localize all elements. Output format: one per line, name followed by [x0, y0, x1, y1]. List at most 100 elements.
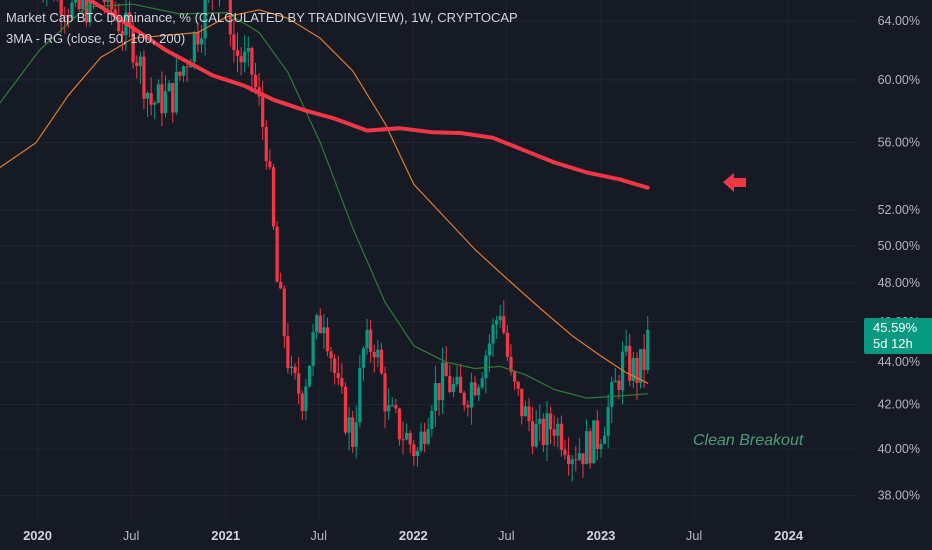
candle-body	[336, 372, 340, 379]
candle-body	[548, 413, 553, 430]
candle-body	[581, 453, 585, 465]
candle-body	[127, 12, 132, 27]
candle-body	[153, 102, 157, 105]
left-arrow-icon	[723, 173, 746, 192]
candle-body	[563, 449, 567, 456]
chart-title[interactable]: Market Cap BTC Dominance, % (CALCULATED …	[6, 10, 518, 25]
candle-body	[498, 316, 502, 321]
candle-body	[383, 373, 387, 412]
candle-body	[448, 376, 452, 393]
candle-body	[131, 26, 135, 63]
candles	[42, 0, 650, 482]
x-tick-label: 2023	[586, 528, 615, 543]
candle-body	[315, 315, 319, 332]
candle-body	[610, 382, 614, 407]
candle-body	[459, 376, 463, 393]
candle-body	[289, 366, 294, 369]
candle-body	[358, 367, 362, 423]
candle-body	[286, 336, 290, 369]
price-axis[interactable]: 64.00%60.00%56.00%52.00%50.00%48.00%46.0…	[878, 14, 920, 503]
candle-body	[462, 392, 466, 406]
candle-body	[376, 349, 380, 358]
candle-body	[264, 126, 268, 162]
candle-body	[469, 382, 474, 408]
candle-body	[59, 0, 63, 15]
candle-body	[160, 84, 164, 114]
y-tick-label: 48.00%	[878, 276, 920, 290]
x-tick-label: Jul	[498, 528, 515, 543]
candle-body	[426, 428, 430, 444]
candle-body	[430, 410, 434, 429]
candle-body	[347, 417, 351, 433]
candle-body	[602, 435, 607, 444]
candle-body	[423, 431, 427, 444]
candle-body	[433, 383, 438, 411]
candle-body	[415, 450, 420, 457]
candle-body	[167, 82, 171, 92]
candle-body	[279, 281, 283, 289]
candle-body	[304, 386, 308, 411]
candle-body	[527, 406, 531, 422]
y-tick-label: 52.00%	[878, 203, 920, 217]
candle-body	[149, 92, 153, 105]
candle-body	[437, 383, 441, 401]
candle-body	[66, 16, 70, 18]
candle-body	[239, 56, 243, 63]
candle-body	[588, 431, 592, 464]
candle-body	[343, 386, 348, 433]
candle-body	[329, 351, 333, 359]
candle-body	[512, 371, 517, 382]
y-tick-label: 44.00%	[878, 355, 920, 369]
candle-body	[63, 14, 67, 17]
candle-body	[509, 356, 513, 372]
candle-body	[361, 348, 366, 368]
x-tick-label: Jul	[123, 528, 140, 543]
candle-body	[145, 92, 150, 99]
x-tick-label: Jul	[686, 528, 703, 543]
candle-body	[135, 62, 139, 67]
candle-body	[441, 362, 445, 401]
candle-body	[70, 2, 74, 18]
candle-body	[77, 0, 81, 10]
bar-countdown: 5d 12h	[873, 336, 913, 351]
candle-body	[487, 343, 492, 356]
candle-body	[106, 0, 110, 3]
candle-body	[530, 421, 535, 447]
candle-body	[631, 357, 635, 381]
candle-body	[444, 362, 448, 377]
candle-body	[617, 380, 621, 391]
candle-body	[340, 378, 344, 387]
candle-body	[293, 366, 297, 374]
candle-body	[480, 378, 484, 388]
candle-body	[516, 381, 520, 389]
candle-body	[271, 167, 276, 227]
candle-body	[235, 50, 240, 57]
candle-body	[505, 332, 509, 357]
y-tick-label: 50.00%	[878, 239, 920, 253]
candle-body	[268, 161, 272, 168]
candle-body	[401, 439, 405, 441]
time-axis[interactable]: 2020 Jul 2021 Jul 2022 Jul 2023 Jul 2024	[23, 528, 804, 543]
candle-body	[185, 66, 189, 68]
candle-body	[297, 373, 301, 394]
candle-body	[387, 405, 391, 412]
candle-body	[397, 408, 402, 440]
candle-body	[405, 433, 409, 440]
candle-body	[477, 387, 481, 396]
candle-body	[311, 331, 315, 366]
candle-body	[484, 355, 488, 379]
candle-body	[88, 0, 92, 23]
candle-body	[379, 349, 384, 374]
ma-line-ma200	[86, 0, 650, 190]
candle-body	[365, 329, 369, 349]
candle-body	[196, 32, 200, 45]
candle-body	[624, 345, 628, 352]
candle-body	[577, 453, 581, 460]
candle-body	[138, 56, 142, 67]
candle-body	[559, 423, 563, 450]
candle-body	[466, 405, 470, 408]
candle-body	[228, 0, 232, 35]
indicator-label[interactable]: 3MA - RG (close, 50, 100, 200)	[6, 31, 186, 46]
ma-line-ma50	[0, 3, 649, 399]
